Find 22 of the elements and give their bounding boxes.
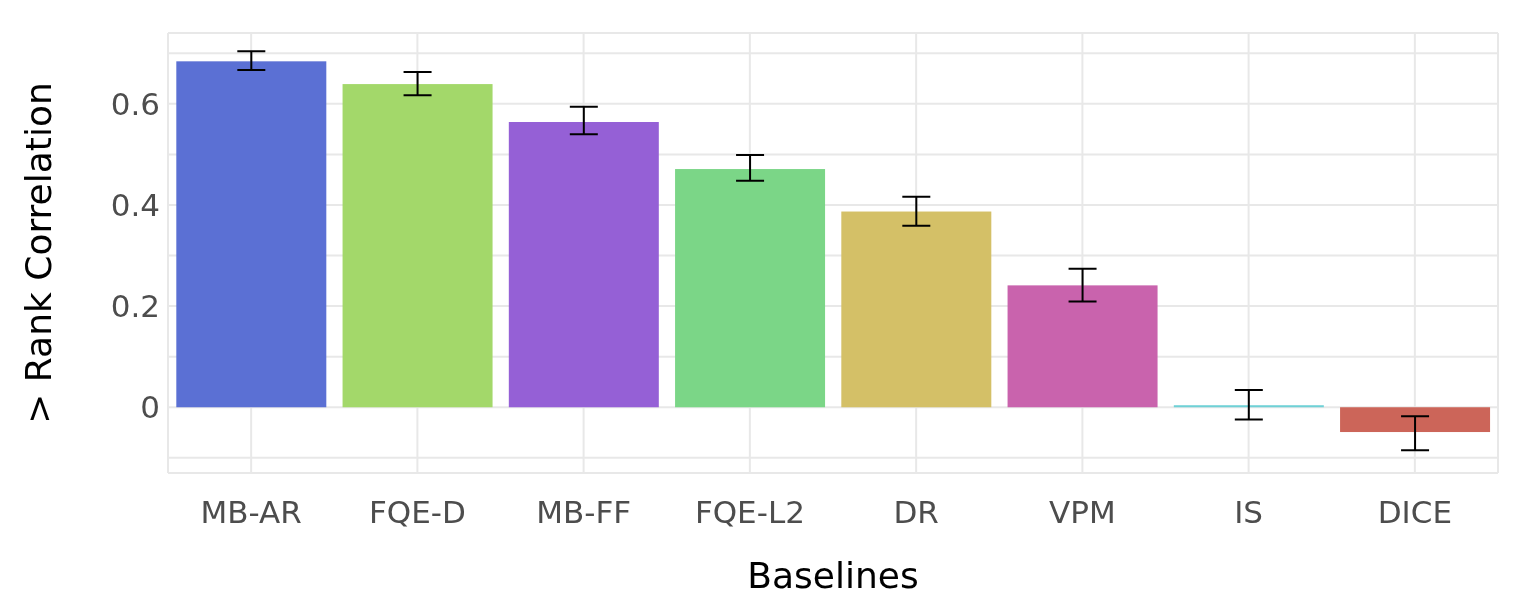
x-tick-label: VPM: [1049, 494, 1116, 531]
bar: [508, 122, 659, 408]
x-tick-label: MB-FF: [536, 494, 632, 531]
y-axis-title: > Rank Correlation: [17, 82, 59, 424]
bar: [342, 84, 493, 408]
bar: [176, 61, 327, 408]
x-tick-label: DR: [893, 494, 939, 531]
x-tick-label: FQE-L2: [694, 494, 805, 531]
x-tick-label: IS: [1234, 494, 1264, 531]
x-tick-label: MB-AR: [200, 494, 302, 531]
y-tick-label: 0.4: [110, 186, 160, 223]
bar: [841, 211, 992, 408]
x-axis-title: Baselines: [747, 555, 919, 596]
x-tick-label: FQE-D: [368, 494, 466, 531]
y-tick-label: 0.6: [110, 85, 160, 122]
y-tick-label: 0: [140, 389, 160, 426]
bar: [1173, 405, 1324, 408]
x-tick-label: DICE: [1377, 494, 1452, 531]
bar: [675, 169, 826, 408]
bar: [1340, 407, 1491, 433]
bar: [1007, 285, 1158, 408]
y-tick-label: 0.2: [110, 288, 160, 325]
